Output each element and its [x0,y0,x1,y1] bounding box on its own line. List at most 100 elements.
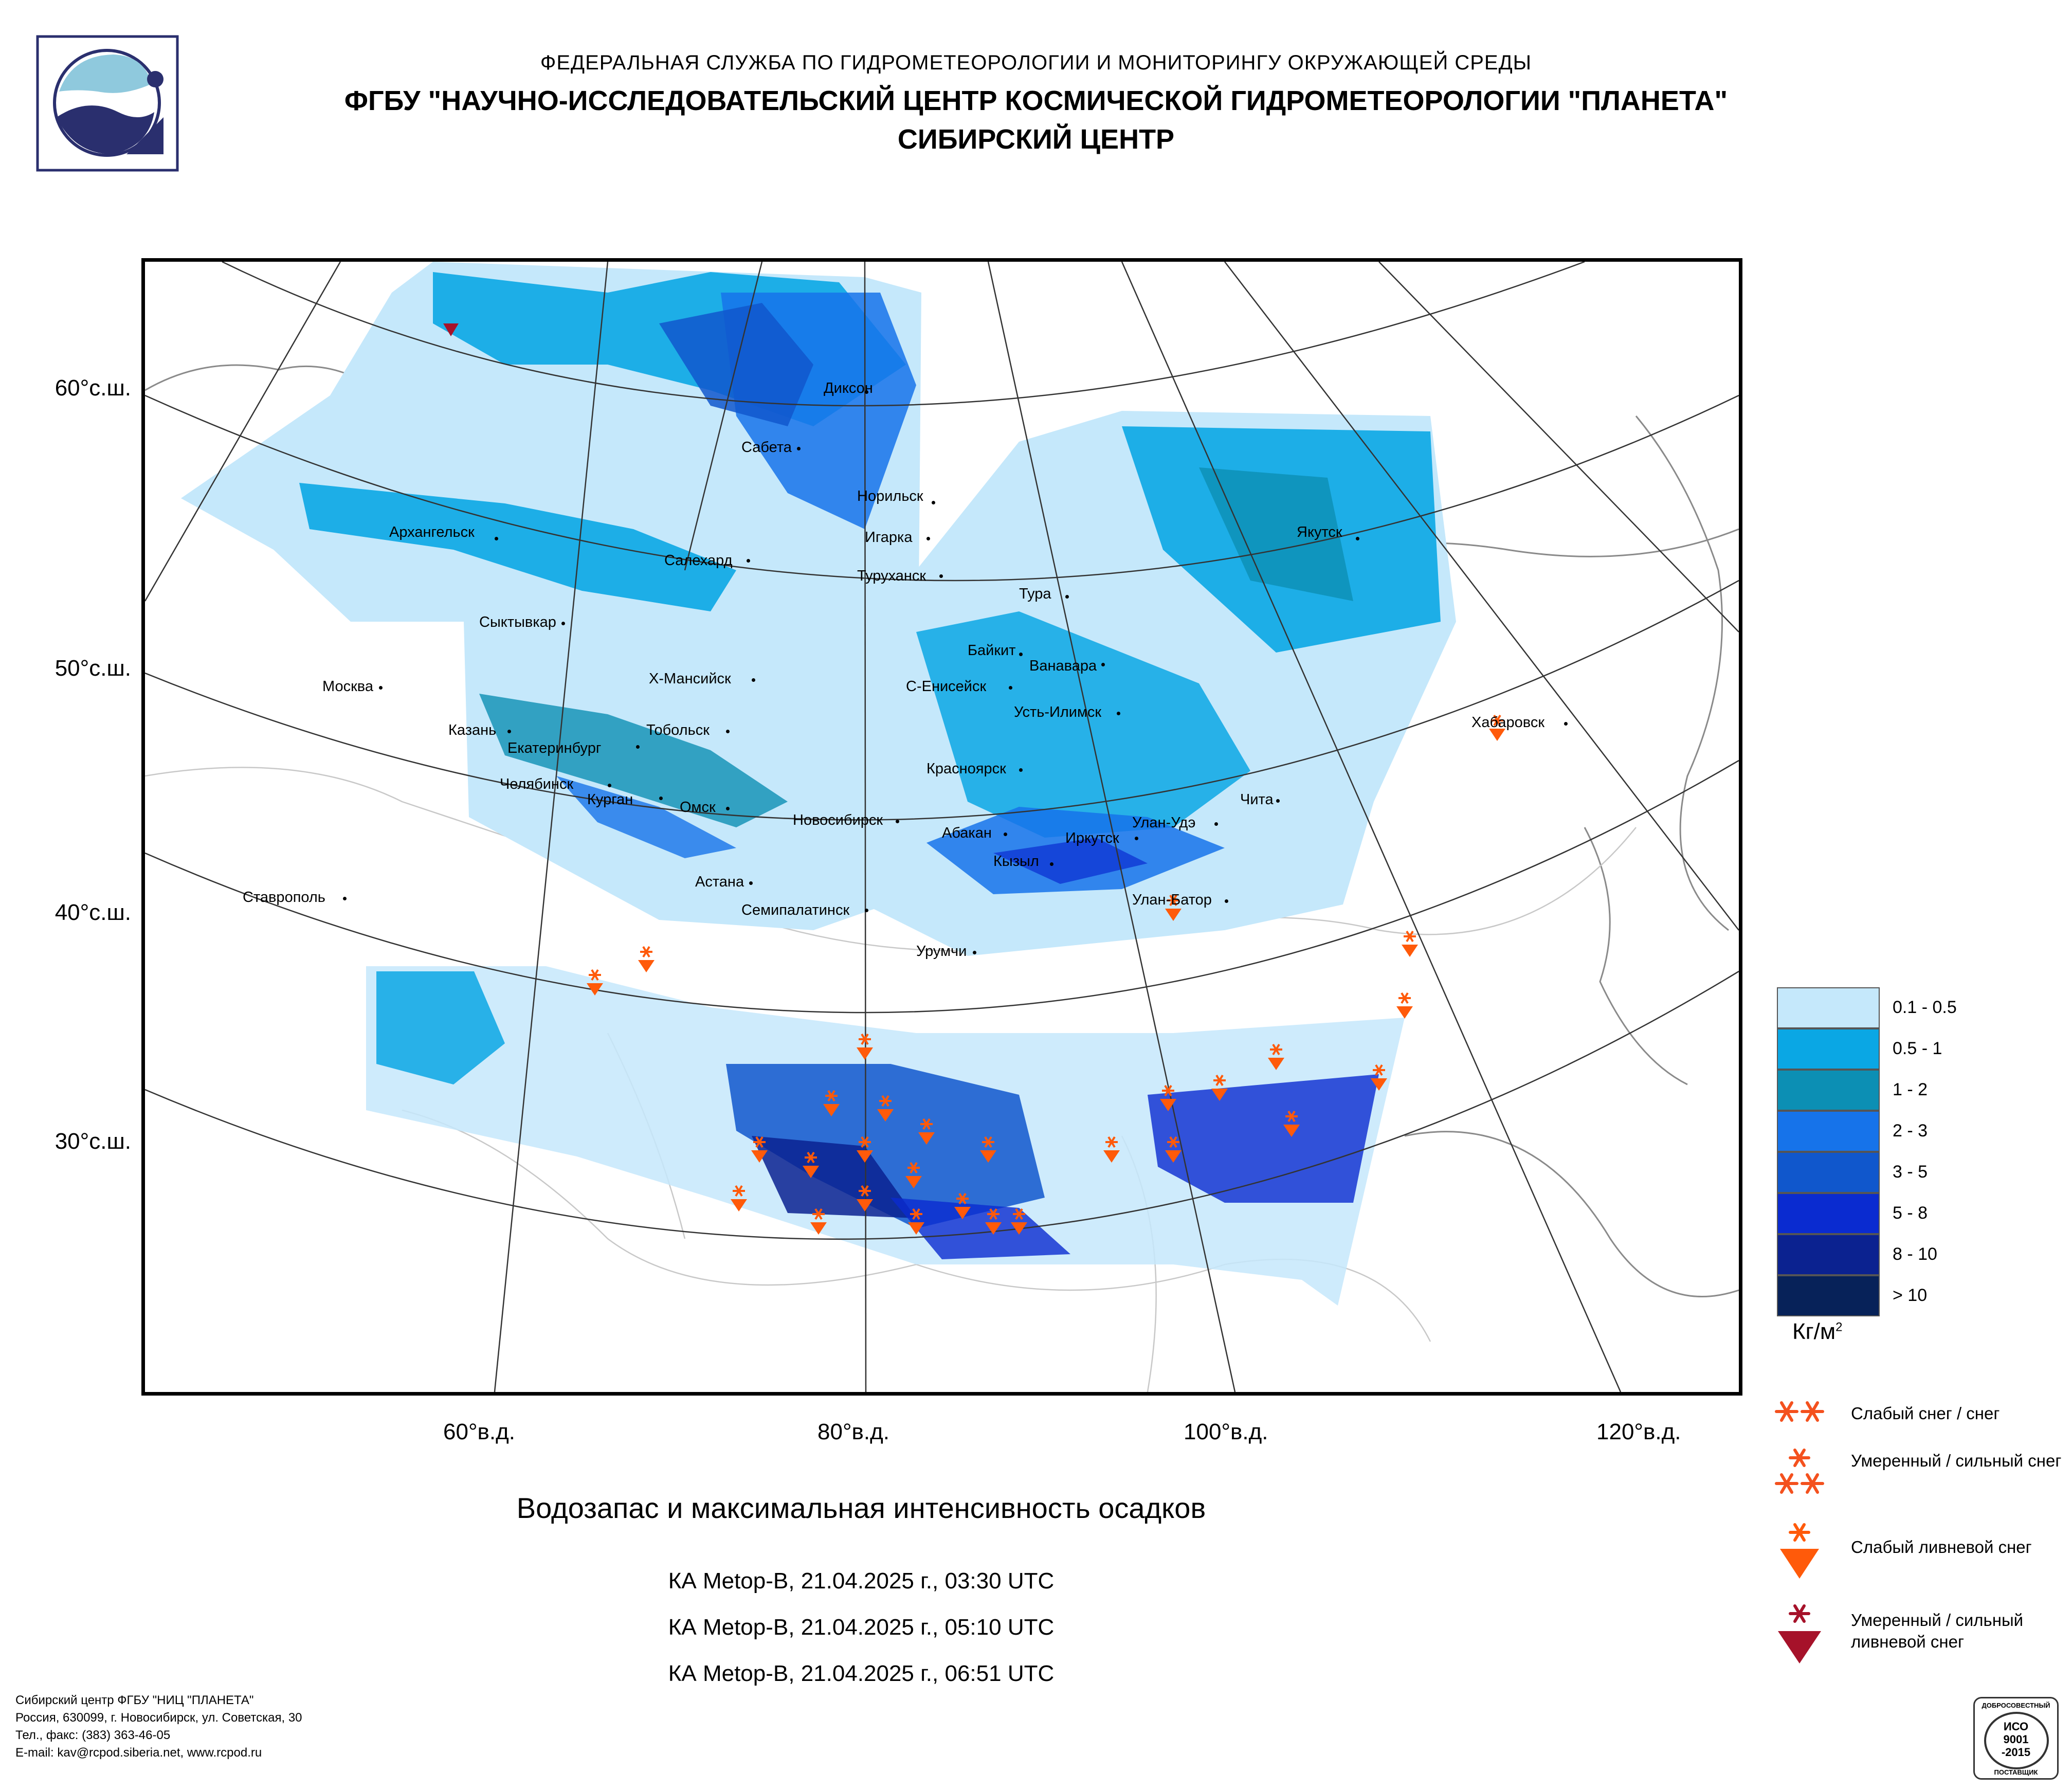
shower-snow-marker [857,1185,873,1211]
city-dot [1065,595,1069,599]
legend-unit: Кг/м2 [1792,1319,1843,1344]
city-label: Курган [587,791,633,808]
city-dot [507,730,511,733]
city-label: Новосибирск [793,812,883,828]
water-content-area [376,971,505,1084]
city-label: Якутск [1297,524,1342,540]
city-label: Диксон [824,380,873,396]
footer-line: Сибирский центр ФГБУ "НИЦ "ПЛАНЕТА" [15,1693,254,1707]
shower-snow-marker [1165,1136,1182,1163]
lon-label-60: 60°в.д. [443,1419,516,1444]
shower-snow-marker [1211,1074,1228,1101]
city-label: Красноярск [926,761,1006,777]
shower-snow-marker [918,1118,935,1145]
city-label: Абакан [942,825,992,841]
city-dot [379,686,383,690]
legend-swatch [1777,1111,1880,1152]
water-content-area [752,1136,916,1218]
water-content-area [1148,1074,1379,1203]
city-label: Норильск [857,488,923,504]
water-content-area [916,611,1250,838]
city-label: Ставрополь [243,889,325,906]
iso-top: ДОБРОСОВЕСТНЫЙ [1982,1702,2050,1709]
legend-swatch [1777,1234,1880,1275]
pass-1: КА Metop-B, 21.04.2025 г., 03:30 UTC [668,1568,1055,1594]
city-dot [659,797,663,800]
city-label: Игарка [865,529,913,546]
shower-snow-marker [731,1185,747,1211]
institute-name: ФГБУ "НАУЧНО-ИССЛЕДОВАТЕЛЬСКИЙ ЦЕНТР КОС… [344,85,1728,116]
shower-snow-marker [1165,894,1182,921]
city-dot [926,537,930,540]
city-label: Улан-Батор [1132,892,1212,908]
footer-line: Тел., факс: (383) 363-46-05 [15,1728,171,1742]
city-label: Иркутск [1065,830,1119,846]
city-label: С-Енисейск [906,678,987,695]
shower-snow-marker [1396,992,1413,1019]
light-snow-icon [1775,1401,1824,1422]
symbol-label-heavy-shower-snow: Умеренный / сильный ливневой снег [1851,1611,2024,1651]
city-dot [939,574,943,578]
shower-snow-marker [810,1208,827,1235]
symbol-label-light-shower-snow: Слабый ливневой снег [1851,1537,2032,1557]
agency-name: ФЕДЕРАЛЬНАЯ СЛУЖБА ПО ГИДРОМЕТЕОРОЛОГИИ … [540,51,1532,74]
city-dot [865,909,868,912]
city-dot [1135,837,1138,840]
city-dot [1009,686,1012,690]
water-content-area [726,1064,1045,1228]
city-label: Омск [680,799,716,816]
city-dot [726,807,730,810]
legend-label: 2 - 3 [1893,1121,1928,1141]
shower-snow-marker [980,1136,996,1163]
city-label: Салехард [664,552,733,569]
city-label: Тура [1019,586,1051,602]
shower-snow-marker [638,946,655,972]
shower-snow-marker [1268,1043,1284,1070]
map-title: Водозапас и максимальная интенсивность о… [516,1492,1206,1524]
legend-swatch [1777,1028,1880,1070]
city-dot [495,537,498,540]
lon-label-80: 80°в.д. [817,1419,890,1444]
city-dot [1101,663,1105,666]
legend-swatch [1777,1070,1880,1111]
lat-label-50: 50°с.ш. [54,656,131,681]
city-dot [747,559,750,563]
shower-snow-marker [905,1162,922,1188]
legend-label: 1 - 2 [1893,1080,1928,1099]
city-label: Сыктывкар [479,614,556,630]
city-label: Байкит [968,642,1016,659]
legend-swatch [1777,1152,1880,1193]
pass-3: КА Metop-B, 21.04.2025 г., 06:51 UTC [668,1661,1055,1686]
iso-line3: -2015 [2001,1746,2031,1759]
legend-label: > 10 [1893,1286,1928,1305]
city-label: Ванавара [1029,658,1097,674]
shower-snow-marker [1160,1084,1176,1111]
water-content-area [1199,467,1353,601]
city-label: Семипалатинск [741,902,850,918]
shower-snow-marker [1489,714,1505,741]
shower-snow-marker [751,1136,768,1163]
iso-badge: ДОБРОСОВЕСТНЫЙ ИСО 9001 -2015 ПОСТАВЩИК [1973,1697,2059,1780]
shower-snow-marker [954,1192,971,1219]
city-dot [1019,768,1023,772]
city-label: Кызыл [993,853,1039,870]
city-label: Урумчи [916,943,967,960]
city-dot [1004,833,1007,836]
shower-snow-marker [985,1208,1002,1235]
city-dot [1117,712,1120,715]
city-label: Чита [1240,791,1274,808]
city-dot [749,881,753,885]
legend-label: 5 - 8 [1893,1203,1928,1223]
city-label: Улан-Удэ [1132,815,1196,831]
shower-snow-marker [1283,1110,1300,1137]
light-shower-snow-icon [1780,1523,1819,1579]
city-dot [636,745,640,749]
city-dot [1019,653,1023,656]
city-dot [1225,899,1228,903]
shower-snow-marker [1103,1136,1120,1163]
city-label: Туруханск [857,568,926,584]
iso-bottom: ПОСТАВЩИК [1994,1768,2038,1776]
lat-label-40: 40°с.ш. [54,900,131,925]
city-label: Тобольск [646,722,710,738]
iso-line1: ИСО [2003,1720,2029,1733]
